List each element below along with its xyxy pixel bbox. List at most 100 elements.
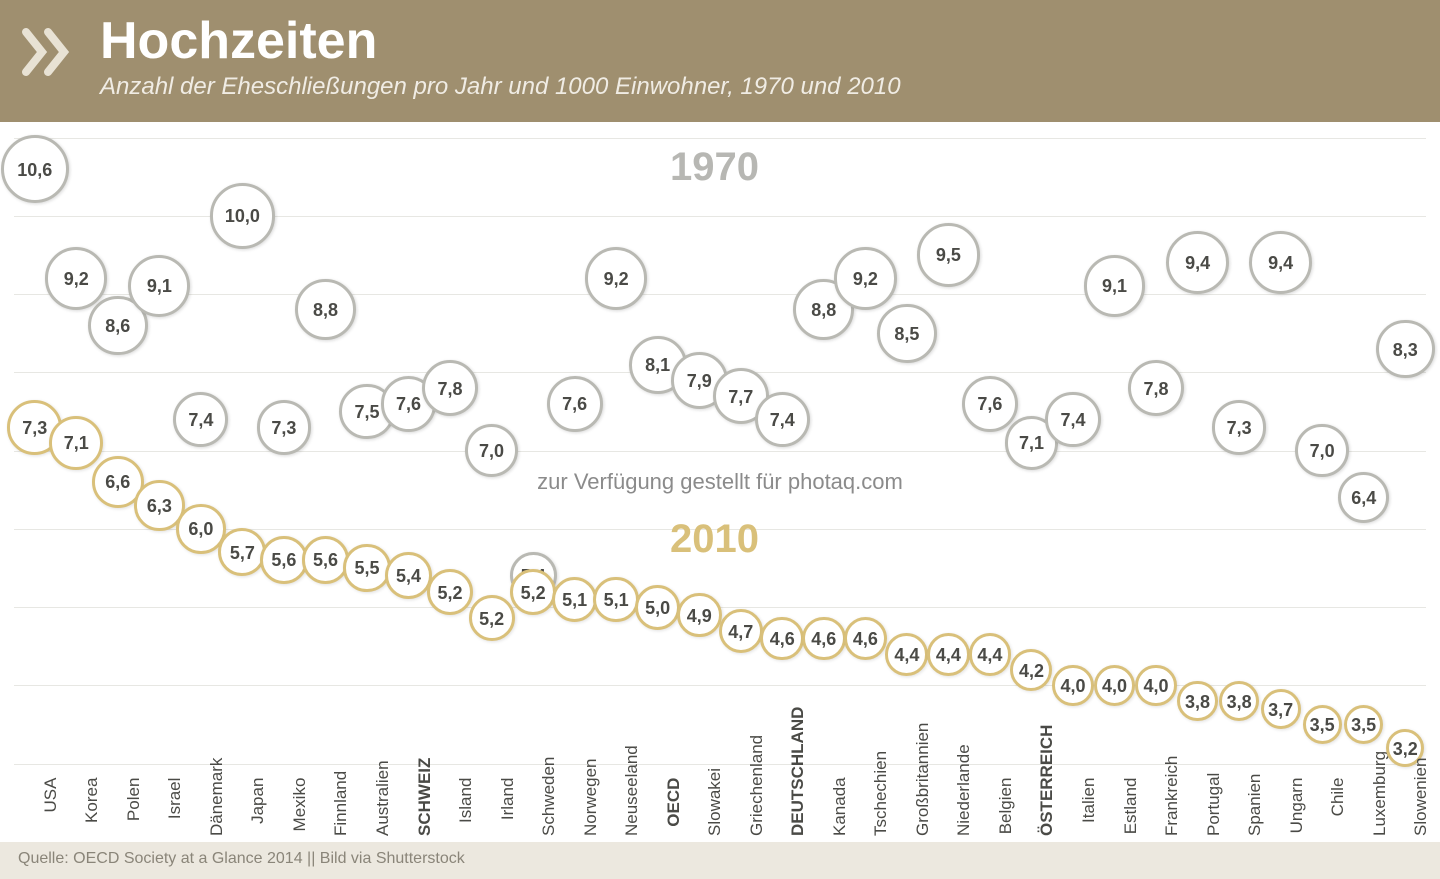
oecd-chevron-logo-icon bbox=[20, 24, 76, 80]
x-axis-label: OECD bbox=[664, 778, 684, 836]
x-axis-label: Finnland bbox=[331, 778, 351, 836]
data-point-2010: 5,1 bbox=[552, 577, 598, 623]
gridline bbox=[14, 138, 1426, 139]
data-point-1970: 9,4 bbox=[1249, 231, 1312, 294]
plot-canvas: 1970201010,67,3USA9,27,1Korea8,66,6Polen… bbox=[14, 122, 1426, 842]
x-axis-label: Italien bbox=[1079, 778, 1099, 836]
data-point-1970: 7,0 bbox=[1295, 424, 1348, 477]
data-point-1970: 7,3 bbox=[1212, 400, 1267, 455]
data-point-2010: 5,7 bbox=[218, 528, 266, 576]
x-axis-label: Großbritannien bbox=[913, 778, 933, 836]
data-point-1970: 7,4 bbox=[1045, 392, 1100, 447]
x-axis-label: Norwegen bbox=[581, 778, 601, 836]
gridline bbox=[14, 451, 1426, 452]
x-axis-label: Dänemark bbox=[207, 778, 227, 836]
data-point-2010: 5,2 bbox=[510, 569, 556, 615]
x-axis-label: Portugal bbox=[1204, 778, 1224, 836]
data-point-2010: 3,5 bbox=[1303, 705, 1342, 744]
x-axis-label: Neuseeland bbox=[622, 778, 642, 836]
data-point-2010: 5,4 bbox=[385, 552, 432, 599]
data-point-1970: 7,3 bbox=[257, 400, 312, 455]
data-point-1970: 8,3 bbox=[1376, 320, 1435, 379]
data-point-2010: 4,6 bbox=[802, 617, 846, 661]
page-subtitle: Anzahl der Eheschließungen pro Jahr und … bbox=[100, 73, 1410, 101]
x-axis-label: Spanien bbox=[1245, 778, 1265, 836]
x-axis-label: Israel bbox=[165, 778, 185, 836]
gridline bbox=[14, 294, 1426, 295]
data-point-2010: 4,9 bbox=[677, 593, 722, 638]
x-axis-label: Australien bbox=[373, 778, 393, 836]
data-point-1970: 9,1 bbox=[1084, 255, 1146, 317]
x-axis-label: Tschechien bbox=[871, 778, 891, 836]
data-point-1970: 8,8 bbox=[295, 279, 356, 340]
data-point-2010: 3,5 bbox=[1344, 705, 1383, 744]
data-point-2010: 3,8 bbox=[1219, 681, 1259, 721]
data-point-1970: 6,4 bbox=[1338, 472, 1389, 523]
data-point-2010: 4,4 bbox=[969, 633, 1012, 676]
source-text: Quelle: OECD Society at a Glance 2014 ||… bbox=[18, 850, 465, 867]
x-axis-label: Slowakei bbox=[705, 778, 725, 836]
x-axis-label: Kanada bbox=[830, 778, 850, 836]
page-title: Hochzeiten bbox=[100, 14, 1410, 69]
data-point-2010: 5,0 bbox=[635, 585, 680, 630]
x-axis-label: DEUTSCHLAND bbox=[788, 778, 808, 836]
x-axis-label: Belgien bbox=[996, 778, 1016, 836]
data-point-1970: 9,5 bbox=[917, 223, 981, 287]
x-axis-label: SCHWEIZ bbox=[415, 778, 435, 836]
x-axis-label: USA bbox=[41, 778, 61, 836]
data-point-1970: 7,8 bbox=[422, 360, 479, 417]
data-point-2010: 4,4 bbox=[885, 633, 928, 676]
x-axis-label: Luxemburg bbox=[1370, 778, 1390, 836]
x-axis-label: Korea bbox=[82, 778, 102, 836]
x-axis-label: Island bbox=[456, 778, 476, 836]
data-point-2010: 4,6 bbox=[844, 617, 888, 661]
x-axis-label: Irland bbox=[498, 778, 518, 836]
x-axis-label: Mexiko bbox=[290, 778, 310, 836]
x-axis-label: Niederlande bbox=[954, 778, 974, 836]
data-point-1970: 10,0 bbox=[210, 183, 276, 249]
x-axis-label: ÖSTERREICH bbox=[1037, 778, 1057, 836]
x-axis-label: Estland bbox=[1121, 778, 1141, 836]
data-point-2010: 5,2 bbox=[427, 569, 473, 615]
data-point-2010: 4,0 bbox=[1052, 665, 1093, 706]
data-point-2010: 3,8 bbox=[1177, 681, 1217, 721]
data-point-1970: 8,5 bbox=[877, 304, 936, 363]
data-point-1970: 9,2 bbox=[585, 247, 647, 309]
data-point-1970: 7,4 bbox=[755, 392, 810, 447]
x-axis-label: Schweden bbox=[539, 778, 559, 836]
x-axis-label: Japan bbox=[248, 778, 268, 836]
legend-2010: 2010 bbox=[670, 517, 759, 562]
data-point-1970: 7,0 bbox=[465, 424, 518, 477]
data-point-2010: 5,6 bbox=[302, 536, 350, 584]
data-point-2010: 4,0 bbox=[1135, 665, 1176, 706]
x-axis-label: Frankreich bbox=[1162, 778, 1182, 836]
header-bar: Hochzeiten Anzahl der Eheschließungen pr… bbox=[0, 0, 1440, 122]
data-point-2010: 3,7 bbox=[1261, 689, 1301, 729]
data-point-2010: 7,1 bbox=[49, 416, 103, 470]
data-point-2010: 4,4 bbox=[927, 633, 970, 676]
chart-area: 1970201010,67,3USA9,27,1Korea8,66,6Polen… bbox=[0, 122, 1440, 842]
data-point-2010: 4,0 bbox=[1094, 665, 1135, 706]
data-point-2010: 5,5 bbox=[343, 544, 390, 591]
x-axis-label: Ungarn bbox=[1287, 778, 1307, 836]
legend-1970: 1970 bbox=[670, 145, 759, 190]
x-axis-label: Griechenland bbox=[747, 778, 767, 836]
data-point-1970: 7,6 bbox=[962, 376, 1018, 432]
data-point-1970: 7,8 bbox=[1128, 360, 1185, 417]
data-point-1970: 9,1 bbox=[128, 255, 190, 317]
data-point-1970: 10,6 bbox=[1, 135, 69, 203]
x-axis-label: Polen bbox=[124, 778, 144, 836]
gridline bbox=[14, 685, 1426, 686]
data-point-2010: 4,7 bbox=[719, 609, 763, 653]
data-point-1970: 7,4 bbox=[173, 392, 228, 447]
data-point-1970: 7,6 bbox=[547, 376, 603, 432]
source-footer: Quelle: OECD Society at a Glance 2014 ||… bbox=[0, 842, 1440, 879]
data-point-1970: 9,2 bbox=[45, 247, 107, 309]
data-point-2010: 5,2 bbox=[469, 595, 515, 641]
x-axis-label: Chile bbox=[1328, 778, 1348, 836]
x-axis-label: Slowenien bbox=[1411, 778, 1431, 836]
data-point-1970: 9,2 bbox=[834, 247, 896, 309]
data-point-2010: 5,1 bbox=[593, 577, 639, 623]
data-point-1970: 9,4 bbox=[1166, 231, 1229, 294]
data-point-2010: 5,6 bbox=[260, 536, 308, 584]
